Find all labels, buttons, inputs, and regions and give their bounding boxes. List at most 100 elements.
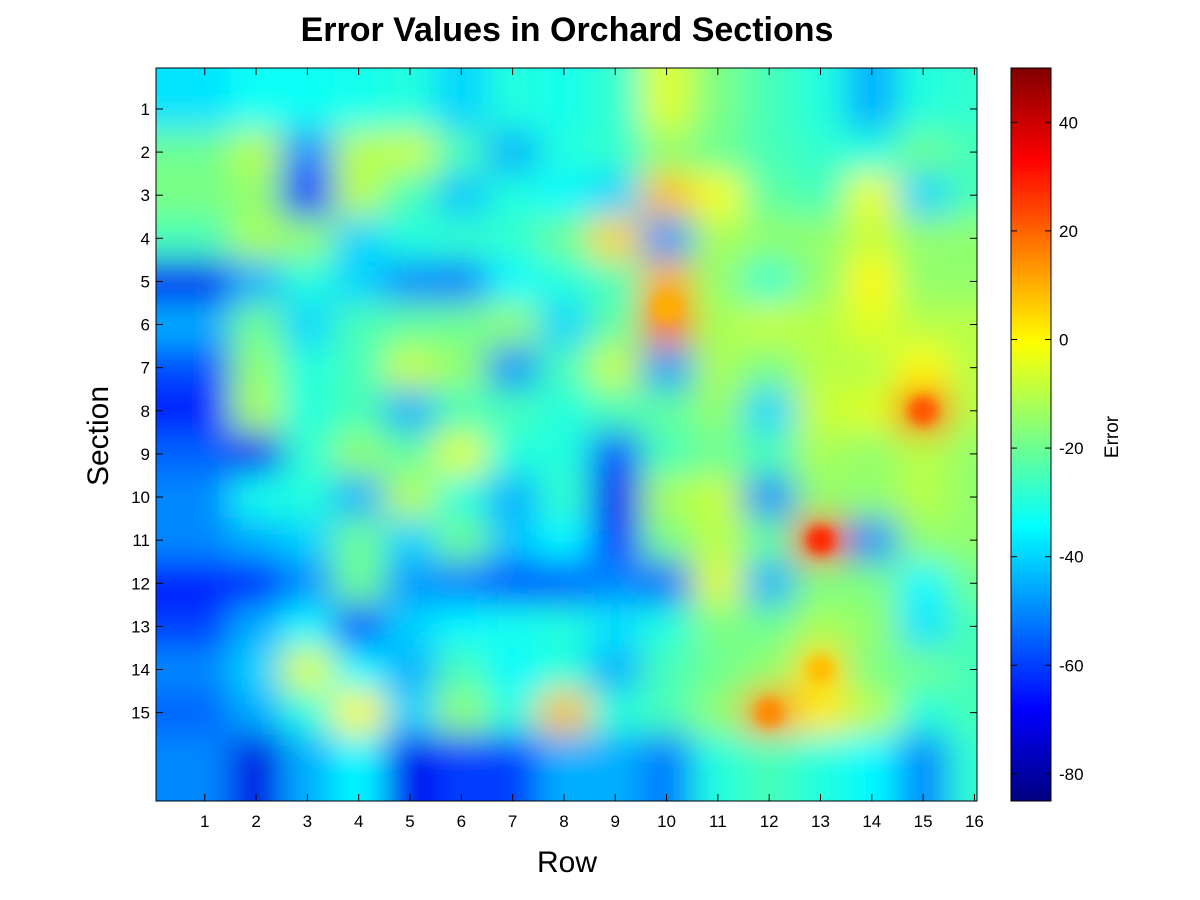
heatmap-cell bbox=[589, 68, 642, 132]
heatmap-cell bbox=[948, 432, 977, 476]
heatmap-cell bbox=[384, 389, 437, 433]
heatmap-cell bbox=[230, 259, 283, 304]
heatmap-cell bbox=[487, 647, 539, 692]
x-tick-label: 2 bbox=[251, 812, 260, 831]
colorbar-ticks: 40 20 0 -20 -40 -60 -80 bbox=[1011, 113, 1084, 784]
heatmap-cell bbox=[948, 647, 977, 692]
heatmap-cell bbox=[640, 216, 693, 261]
heatmap-cell bbox=[743, 259, 796, 304]
colorbar-tick-label: -60 bbox=[1059, 656, 1084, 675]
heatmap-cell bbox=[948, 734, 977, 801]
heatmap-cell bbox=[538, 518, 591, 563]
x-tick-label: 11 bbox=[709, 812, 727, 831]
colorbar-tick-label: 40 bbox=[1059, 113, 1078, 132]
heatmap-cell bbox=[538, 475, 591, 520]
heatmap-cell bbox=[384, 346, 437, 390]
x-tick-label: 10 bbox=[657, 812, 676, 831]
heatmap-cell bbox=[435, 691, 488, 735]
heatmap-cell bbox=[640, 647, 693, 692]
heatmap-cell bbox=[589, 691, 642, 735]
heatmap-cell bbox=[281, 346, 334, 390]
x-tick-label: 8 bbox=[559, 812, 568, 831]
heatmap-hotspot bbox=[909, 396, 938, 425]
heatmap-cell bbox=[948, 68, 977, 132]
x-tick-label: 7 bbox=[508, 812, 517, 831]
heatmap-cell bbox=[230, 173, 283, 218]
heatmap-cell bbox=[743, 561, 796, 606]
heatmap-cell bbox=[281, 518, 334, 563]
heatmap-cell bbox=[230, 647, 283, 692]
heatmap-cell bbox=[794, 68, 847, 132]
heatmap-cell bbox=[281, 216, 334, 261]
heatmap-cell bbox=[948, 691, 977, 735]
heatmap-cell bbox=[640, 389, 693, 433]
heatmap-cell bbox=[384, 173, 437, 218]
heatmap-cell bbox=[281, 432, 334, 476]
heatmap-cell bbox=[230, 303, 283, 347]
heatmap-cell bbox=[589, 130, 642, 175]
heatmap-cell bbox=[487, 432, 539, 476]
heatmap-cell bbox=[281, 561, 334, 606]
heatmap-cell bbox=[333, 389, 385, 433]
heatmap-cell bbox=[487, 561, 539, 606]
heatmap-cell bbox=[948, 216, 977, 261]
heatmap-cell bbox=[897, 216, 950, 261]
heatmap-cell bbox=[743, 475, 796, 520]
heatmap-cell bbox=[333, 68, 385, 132]
heatmap-cell bbox=[156, 734, 231, 801]
heatmap-cell bbox=[230, 691, 283, 735]
x-tick-label: 14 bbox=[862, 812, 881, 831]
heatmap-cell bbox=[281, 259, 334, 304]
heatmap-cell bbox=[640, 734, 693, 801]
heatmap-cell bbox=[230, 216, 283, 261]
heatmap-cell bbox=[333, 130, 385, 175]
heatmap-cell bbox=[230, 518, 283, 563]
heatmap-cell bbox=[948, 259, 977, 304]
heatmap-cell bbox=[897, 475, 950, 520]
heatmap-cell bbox=[589, 432, 642, 476]
heatmap-cell bbox=[640, 173, 693, 218]
heatmap-cell bbox=[846, 647, 899, 692]
heatmap-cell bbox=[743, 303, 796, 347]
heatmap-cell bbox=[692, 604, 745, 649]
colorbar-tick-label: -40 bbox=[1059, 548, 1084, 567]
y-tick-label: 12 bbox=[131, 574, 150, 593]
colorbar-gradient bbox=[1011, 68, 1051, 801]
heatmap-cell bbox=[384, 259, 437, 304]
heatmap-cell bbox=[897, 604, 950, 649]
heatmap-cell bbox=[640, 475, 693, 520]
heatmap-cell bbox=[794, 216, 847, 261]
heatmap-cell bbox=[589, 173, 642, 218]
heatmap-cell bbox=[948, 518, 977, 563]
heatmap-cell bbox=[846, 259, 899, 304]
heatmap-cell bbox=[846, 518, 899, 563]
heatmap-cell bbox=[435, 647, 488, 692]
heatmap-cell bbox=[743, 389, 796, 433]
heatmap-cell bbox=[794, 734, 847, 801]
heatmap-cell bbox=[230, 734, 283, 801]
heatmap-cell bbox=[794, 303, 847, 347]
heatmap-cell bbox=[156, 259, 231, 304]
heatmap-cell bbox=[384, 130, 437, 175]
heatmap-cell bbox=[846, 604, 899, 649]
heatmap-cell bbox=[487, 346, 539, 390]
heatmap-cell bbox=[435, 432, 488, 476]
heatmap-cell bbox=[281, 734, 334, 801]
heatmap-cell bbox=[897, 647, 950, 692]
heatmap-cell bbox=[333, 475, 385, 520]
heatmap-cell bbox=[692, 216, 745, 261]
heatmap-cell bbox=[948, 173, 977, 218]
heatmap-cell bbox=[281, 389, 334, 433]
y-tick-label: 13 bbox=[131, 617, 150, 636]
heatmap-cell bbox=[156, 518, 231, 563]
x-tick-label: 15 bbox=[914, 812, 933, 831]
heatmap-cell bbox=[897, 68, 950, 132]
heatmap-cell bbox=[794, 432, 847, 476]
x-tick-label: 5 bbox=[405, 812, 414, 831]
y-tick-label: 4 bbox=[141, 229, 150, 248]
heatmap-cell bbox=[589, 604, 642, 649]
heatmap-cell bbox=[897, 303, 950, 347]
heatmap-cell bbox=[487, 691, 539, 735]
heatmap-hotspot bbox=[806, 526, 835, 555]
heatmap-cell bbox=[846, 130, 899, 175]
